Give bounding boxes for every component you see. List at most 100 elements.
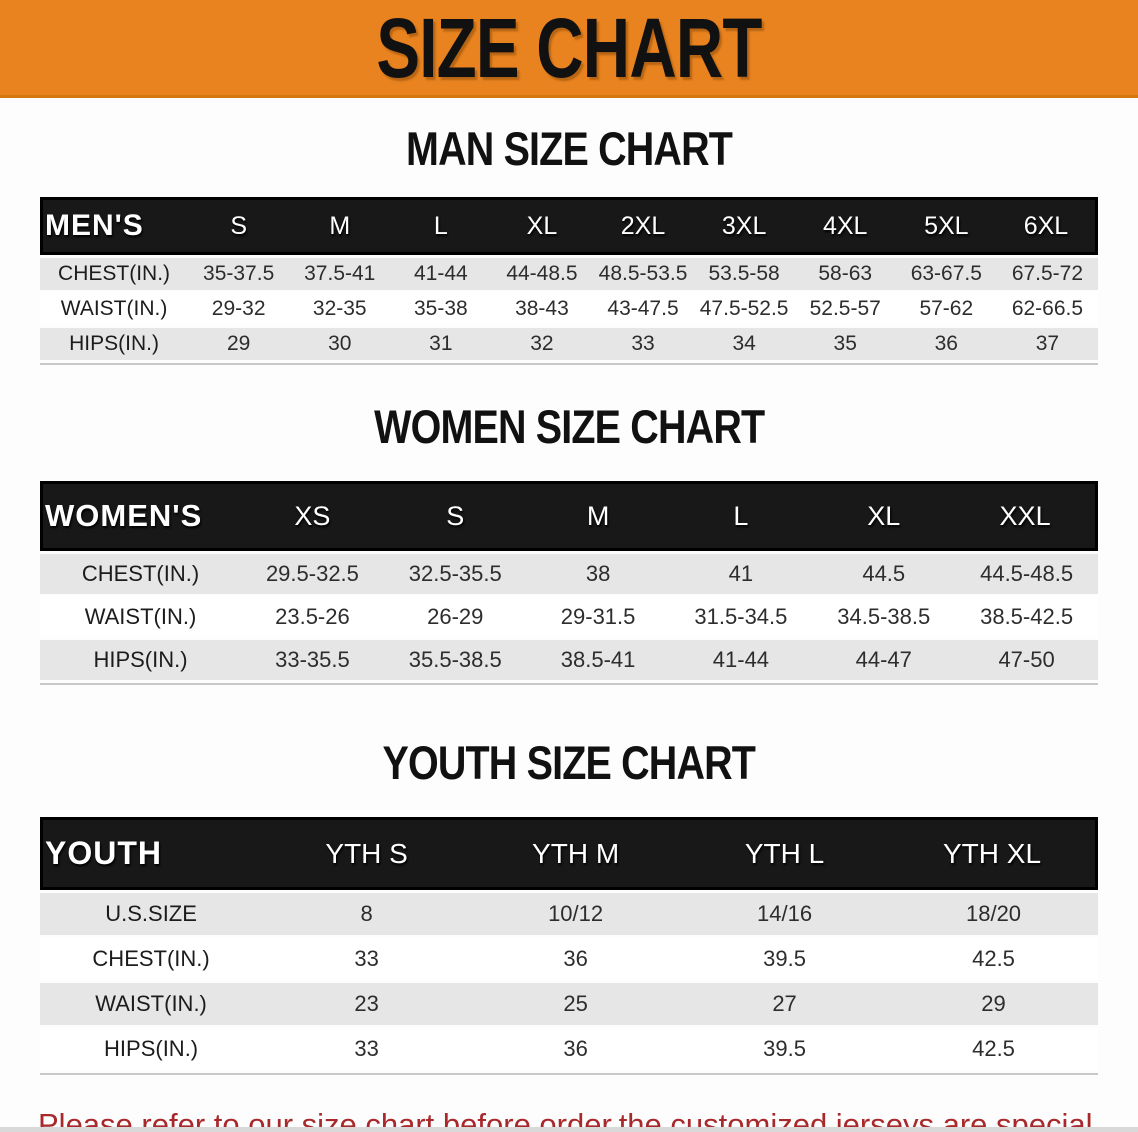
youth-row-u-s-size: U.S.SIZE 8 10/12 14/16 18/20 [40,893,1098,935]
men-size-column-xl: XL [491,197,593,255]
women-chest-in-value-xs: 29.5-32.5 [241,554,384,594]
youth-chest-in-value-yth-l: 39.5 [680,938,890,980]
men-chest-in-value-5xl: 63-67.5 [895,258,997,290]
men-chest-in-value-2xl: 48.5-53.5 [592,258,694,290]
women-waist-in-value-s: 26-29 [383,597,527,637]
women-size-column-s: S [383,481,527,551]
men-waist-in-value-2xl: 43-47.5 [592,293,694,325]
men-chest-in-value-6xl: 67.5-72 [996,258,1098,290]
women-chest-in-value-s: 32.5-35.5 [383,554,527,594]
women-waist-in-value-m: 29-31.5 [526,597,670,637]
men-hips-in-value-6xl: 37 [996,328,1098,360]
women-row-label-chest-in: CHEST(IN.) [40,554,242,594]
men-size-column-2xl: 2XL [592,197,694,255]
youth-u-s-size-value-yth-l: 14/16 [680,893,890,935]
youth-waist-in-value-yth-m: 25 [471,983,681,1025]
youth-u-s-size-value-yth-s: 8 [262,893,472,935]
youth-row-label-u-s-size: U.S.SIZE [40,893,263,935]
men-waist-in-value-s: 29-32 [188,293,290,325]
youth-size-column-yth-l: YTH L [680,817,890,890]
women-hips-in-value-m: 38.5-41 [526,640,670,680]
women-chest-in-value-l: 41 [669,554,813,594]
women-row-hips-in: HIPS(IN.) 33-35.5 35.5-38.5 38.5-41 41-44 44-… [40,640,1098,680]
men-hips-in-value-m: 30 [289,328,391,360]
women-hips-in-value-s: 35.5-38.5 [383,640,527,680]
men-section-title: MAN SIZE CHART [406,122,733,175]
men-hips-in-value-4xl: 35 [794,328,896,360]
women-waist-in-value-l: 31.5-34.5 [669,597,813,637]
banner-title: SIZE CHART [376,0,762,95]
women-section-title: WOMEN SIZE CHART [373,400,765,453]
youth-row-chest-in: CHEST(IN.) 33 36 39.5 42.5 [40,938,1098,980]
men-size-column-4xl: 4XL [794,197,896,255]
women-size-table: WOMEN'S XS S M L XL XXL CHEST(IN.) 29.5-32.5 32.5… [40,478,1098,685]
women-header-row: WOMEN'S XS S M L XL XXL [40,481,1098,551]
men-row-label-waist-in: WAIST(IN.) [40,293,189,325]
size-chart-sections: MAN SIZE CHART MEN'S S M L XL 2XL 3XL 4XL 5XL 6XL C… [0,125,1138,1075]
women-row-waist-in: WAIST(IN.) 23.5-26 26-29 29-31.5 31.5-34.5 34… [40,597,1098,637]
men-chest-in-value-m: 37.5-41 [289,258,391,290]
men-size-column-3xl: 3XL [693,197,795,255]
youth-size-column-yth-m: YTH M [471,817,681,890]
youth-chest-in-value-yth-s: 33 [262,938,472,980]
men-row-label-hips-in: HIPS(IN.) [40,328,189,360]
women-waist-in-value-xxl: 38.5-42.5 [955,597,1098,637]
men-row-waist-in: WAIST(IN.) 29-32 32-35 35-38 38-43 43-47.5 47.… [40,293,1098,325]
men-waist-in-value-xl: 38-43 [491,293,593,325]
banner: SIZE CHART [0,0,1138,98]
men-hips-in-value-3xl: 34 [693,328,795,360]
men-waist-in-value-m: 32-35 [289,293,391,325]
men-row-label-chest-in: CHEST(IN.) [40,258,189,290]
men-waist-in-value-4xl: 52.5-57 [794,293,896,325]
women-waist-in-value-xl: 34.5-38.5 [812,597,956,637]
youth-hips-in-value-yth-s: 33 [262,1028,472,1070]
youth-size-column-yth-s: YTH S [262,817,472,890]
men-hips-in-value-xl: 32 [491,328,593,360]
men-hips-in-value-l: 31 [390,328,492,360]
men-row-chest-in: CHEST(IN.) 35-37.5 37.5-41 41-44 44-48.5 48.5… [40,258,1098,290]
youth-waist-in-value-yth-l: 27 [680,983,890,1025]
youth-section-title: YOUTH SIZE CHART [382,736,756,789]
youth-row-label-chest-in: CHEST(IN.) [40,938,263,980]
bottom-edge-divider [0,1127,1138,1132]
women-row-chest-in: CHEST(IN.) 29.5-32.5 32.5-35.5 38 41 44.5 44.5… [40,554,1098,594]
men-size-section: MAN SIZE CHART MEN'S S M L XL 2XL 3XL 4XL 5XL 6XL C… [0,125,1138,365]
women-size-column-xl: XL [812,481,956,551]
women-hips-in-value-l: 41-44 [669,640,813,680]
men-size-table: MEN'S S M L XL 2XL 3XL 4XL 5XL 6XL CHEST(IN.) 35-37… [40,194,1098,365]
women-size-column-m: M [526,481,670,551]
women-group-label: WOMEN'S [40,481,242,551]
men-header-row: MEN'S S M L XL 2XL 3XL 4XL 5XL 6XL [40,197,1098,255]
youth-size-column-yth-xl: YTH XL [889,817,1098,890]
men-waist-in-value-3xl: 47.5-52.5 [693,293,795,325]
women-size-column-xs: XS [241,481,384,551]
youth-row-label-hips-in: HIPS(IN.) [40,1028,263,1070]
men-size-column-s: S [188,197,290,255]
women-size-column-xxl: XXL [955,481,1098,551]
youth-hips-in-value-yth-l: 39.5 [680,1028,890,1070]
men-size-column-6xl: 6XL [996,197,1098,255]
men-size-column-5xl: 5XL [895,197,997,255]
youth-row-hips-in: HIPS(IN.) 33 36 39.5 42.5 [40,1028,1098,1070]
youth-chest-in-value-yth-xl: 42.5 [889,938,1098,980]
men-chest-in-value-3xl: 53.5-58 [693,258,795,290]
youth-row-waist-in: WAIST(IN.) 23 25 27 29 [40,983,1098,1025]
men-chest-in-value-xl: 44-48.5 [491,258,593,290]
women-row-label-hips-in: HIPS(IN.) [40,640,242,680]
women-size-section: WOMEN SIZE CHART WOMEN'S XS S M L XL XXL CHEST(I… [0,403,1138,685]
men-group-label: MEN'S [40,197,189,255]
men-chest-in-value-l: 41-44 [390,258,492,290]
men-waist-in-value-l: 35-38 [390,293,492,325]
women-hips-in-value-xl: 44-47 [812,640,956,680]
men-chest-in-value-4xl: 58-63 [794,258,896,290]
youth-size-section: YOUTH SIZE CHART YOUTH YTH S YTH M YTH L YTH … [0,739,1138,1075]
women-chest-in-value-xl: 44.5 [812,554,956,594]
youth-hips-in-value-yth-xl: 42.5 [889,1028,1098,1070]
youth-chest-in-value-yth-m: 36 [471,938,681,980]
women-hips-in-value-xs: 33-35.5 [241,640,384,680]
women-row-label-waist-in: WAIST(IN.) [40,597,242,637]
men-waist-in-value-5xl: 57-62 [895,293,997,325]
youth-group-label: YOUTH [40,817,263,890]
men-size-column-l: L [390,197,492,255]
